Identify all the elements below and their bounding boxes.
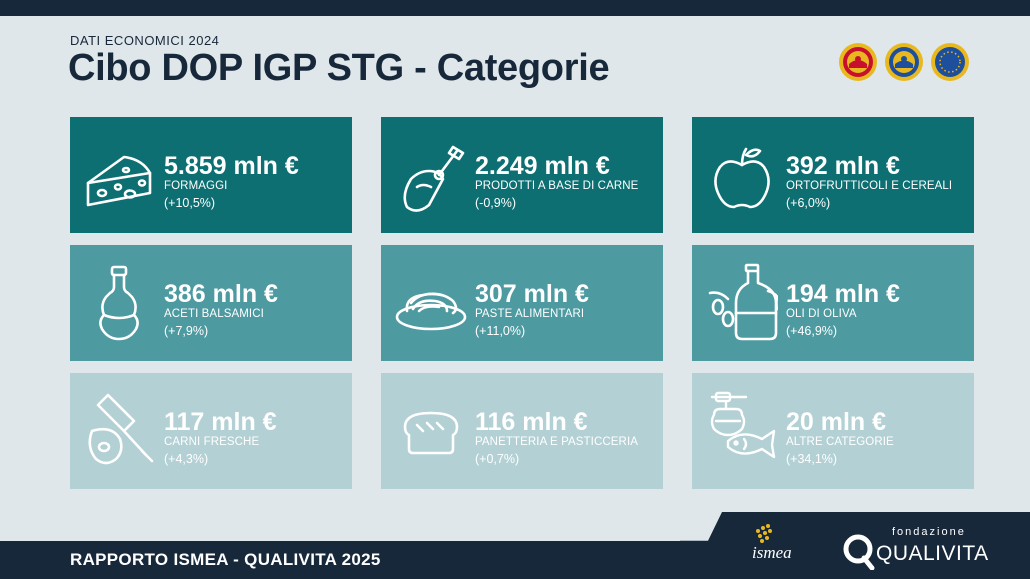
category-change: (+6,0%) (786, 196, 831, 210)
category-label: PANETTERIA E PASTICCERIA (475, 436, 639, 448)
category-card-ortofrutticoli: 392 mln € ORTOFRUTTICOLI E CEREALI (+6,0… (692, 117, 974, 233)
igp-seal-icon (885, 43, 923, 81)
category-card-prodotti-carne: 2.249 mln € PRODOTTI A BASE DI CARNE (-0… (381, 117, 663, 233)
category-change: (+10,5%) (164, 196, 216, 210)
stg-seal-icon (931, 43, 969, 81)
category-change: (+46,9%) (786, 324, 838, 338)
category-label: PRODOTTI A BASE DI CARNE (475, 180, 639, 192)
quality-seals (838, 42, 970, 82)
category-label: ORTOFRUTTICOLI E CEREALI (786, 180, 953, 192)
category-change: (+4,3%) (164, 452, 209, 466)
qualivita-q-icon (843, 534, 875, 570)
honey-fish-icon (710, 391, 776, 459)
pasta-plate-icon (395, 292, 467, 331)
category-card-oli: 194 mln € OLI DI OLIVA (+46,9%) (692, 245, 974, 361)
category-label: CARNI FRESCHE (164, 436, 260, 448)
category-card-paste: 307 mln € PASTE ALIMENTARI (+11,0%) (381, 245, 663, 361)
top-bar (0, 0, 1030, 16)
category-label: ALTRE CATEGORIE (786, 436, 894, 448)
category-label: PASTE ALIMENTARI (475, 308, 585, 320)
cleaver-meat-icon (88, 393, 154, 465)
category-value: 307 mln € (475, 280, 589, 308)
category-change: (+34,1%) (786, 452, 838, 466)
vinegar-bottle-icon (99, 265, 139, 341)
category-change: (-0,9%) (475, 196, 516, 210)
category-value: 20 mln € (786, 408, 887, 436)
category-card-carni-fresche: 117 mln € CARNI FRESCHE (+4,3%) (70, 373, 352, 489)
category-value: 5.859 mln € (164, 152, 299, 180)
apple-icon (714, 147, 770, 209)
olive-oil-icon (708, 263, 778, 341)
ismea-logo-icon (756, 524, 772, 543)
category-value: 386 mln € (164, 280, 278, 308)
cheese-icon (86, 155, 152, 207)
ismea-logo-text: ismea (752, 543, 792, 562)
category-change: (+0,7%) (475, 452, 520, 466)
category-label: ACETI BALSAMICI (164, 308, 264, 320)
category-card-aceti: 386 mln € ACETI BALSAMICI (+7,9%) (70, 245, 352, 361)
category-value: 2.249 mln € (475, 152, 610, 180)
dop-seal-icon (839, 43, 877, 81)
category-value: 116 mln € (475, 408, 588, 436)
qualivita-name: QUALIVITA (876, 542, 989, 565)
footer-report-title: RAPPORTO ISMEA - QUALIVITA 2025 (70, 550, 381, 569)
category-value: 392 mln € (786, 152, 900, 180)
category-card-formaggi: 5.859 mln € FORMAGGI (+10,5%) (70, 117, 352, 233)
category-value: 117 mln € (164, 408, 277, 436)
header-kicker: DATI ECONOMICI 2024 (70, 33, 220, 48)
category-label: FORMAGGI (164, 180, 228, 192)
qualivita-fondazione: fondazione (892, 526, 966, 538)
page-title: Cibo DOP IGP STG - Categorie (68, 47, 610, 89)
category-label: OLI DI OLIVA (786, 308, 857, 320)
category-card-panetteria: 116 mln € PANETTERIA E PASTICCERIA (+0,7… (381, 373, 663, 489)
bread-icon (403, 411, 459, 455)
category-change: (+11,0%) (475, 324, 526, 338)
ham-icon (403, 145, 465, 212)
category-card-altre: 20 mln € ALTRE CATEGORIE (+34,1%) (692, 373, 974, 489)
category-value: 194 mln € (786, 280, 900, 308)
category-change: (+7,9%) (164, 324, 209, 338)
